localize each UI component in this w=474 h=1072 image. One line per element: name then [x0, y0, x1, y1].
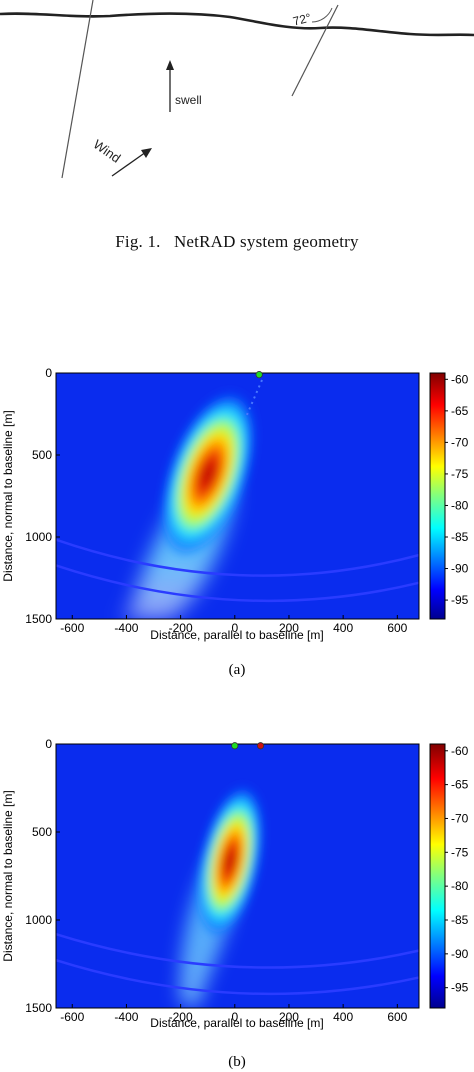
angle-label: 72° [292, 10, 313, 28]
x-tick-label: -400 [114, 1010, 138, 1024]
y-tick-label: 1000 [25, 530, 52, 544]
range-ring-outer [56, 958, 419, 996]
heatmap-plot-b: -600 -400 -200 0 200 400 600 0 500 1000 1500 Dist… [1, 737, 469, 1070]
y-tick-labels: 0 500 1000 1500 [25, 737, 60, 1015]
x-tick-label: -200 [169, 621, 193, 635]
heatmap-field [56, 379, 419, 619]
y-tick-label: 500 [32, 448, 52, 462]
wind-label: Wind [91, 136, 124, 165]
x-tick-label: -200 [169, 1010, 193, 1024]
x-tick-label: 400 [333, 1010, 353, 1024]
y-axis-label: Distance, normal to baseline [m] [1, 410, 15, 581]
beam-trace [245, 379, 263, 418]
y-tick-label: 1500 [25, 1001, 52, 1015]
colorbar-tick-label: -60 [451, 744, 469, 758]
x-tick-label: 200 [279, 1010, 299, 1024]
colorbar-tick-label: -90 [451, 947, 469, 961]
colorbar-tick-label: -95 [451, 593, 469, 607]
x-tick-label: 600 [387, 1010, 407, 1024]
colorbar-tick-label: -80 [451, 879, 469, 893]
markers [255, 371, 263, 379]
x-tick-label: -600 [60, 1010, 84, 1024]
x-tick-label: 0 [231, 621, 238, 635]
markers [231, 742, 265, 750]
figure-1-caption: Fig. 1. NetRAD system geometry [115, 232, 359, 251]
y-tick-label: 0 [45, 737, 52, 751]
colorbar-tick-label: -65 [451, 404, 469, 418]
heatmap-hotspot [159, 390, 257, 558]
heatmap-field [56, 784, 419, 1008]
radar-node-marker [255, 371, 263, 379]
colorbar-tick-label: -85 [451, 913, 469, 927]
x-axis-label: Distance, parallel to baseline [m] [150, 1016, 323, 1030]
range-ring-inner [56, 538, 419, 577]
x-axis-label: Distance, parallel to baseline [m] [150, 628, 323, 642]
range-ring-outer [56, 564, 419, 603]
range-ring-inner [56, 932, 419, 969]
radar-node-marker [231, 742, 239, 750]
wind-arrow [111, 151, 147, 177]
heatmap-plot-a: -600 -400 -200 0 200 400 600 0 500 1000 1500 Dist… [1, 366, 469, 678]
x-tick-label: 600 [387, 621, 407, 635]
colorbar-tick-label: -60 [451, 372, 469, 386]
x-tick-label: 200 [279, 621, 299, 635]
y-tick-label: 0 [45, 366, 52, 380]
heatmap-hotspot [196, 784, 264, 938]
colorbar-tick-label: -85 [451, 530, 469, 544]
colorbar-tick-label: -70 [451, 435, 469, 449]
y-axis-label: Distance, normal to baseline [m] [1, 790, 15, 961]
angle-arc [311, 7, 333, 23]
x-tick-label: 0 [231, 1010, 238, 1024]
colorbar-tick-label: -75 [451, 467, 469, 481]
subfigure-label-b: (b) [228, 1054, 246, 1070]
swell-arrowhead [166, 60, 174, 70]
y-tick-label: 500 [32, 825, 52, 839]
x-tick-label: 400 [333, 621, 353, 635]
radar-beam-left [61, 0, 94, 179]
subfigure-label-a: (a) [229, 662, 246, 678]
colorbar-tick-label: -90 [451, 562, 469, 576]
swell-label: swell [175, 93, 202, 107]
colorbar-tick-label: -95 [451, 981, 469, 995]
y-tick-label: 1500 [25, 612, 52, 626]
colorbar-tick-label: -75 [451, 845, 469, 859]
x-tick-label: -400 [114, 621, 138, 635]
coastline [0, 12, 474, 37]
colorbar [429, 372, 446, 620]
colorbar-tick-label: -80 [451, 498, 469, 512]
y-tick-label: 1000 [25, 913, 52, 927]
colorbar [429, 743, 446, 1009]
x-tick-label: -600 [60, 621, 84, 635]
colorbar-tick-labels: -60 -65 -70 -75 -80 -85 -90 -95 [445, 372, 469, 607]
wind-arrowhead [141, 148, 152, 158]
colorbar-tick-label: -65 [451, 778, 469, 792]
x-tick-labels: -600 -400 -200 0 200 400 600 [60, 1004, 408, 1024]
radar-beam-right [291, 4, 339, 97]
y-tick-labels: 0 500 1000 1500 [25, 366, 60, 626]
x-tick-labels: -600 -400 -200 0 200 400 600 [60, 615, 408, 635]
system-geometry-sketch: 72° swell Wind [0, 0, 474, 179]
colorbar-tick-label: -70 [451, 811, 469, 825]
radar-node-marker [256, 742, 265, 750]
colorbar-tick-labels: -60 -65 -70 -75 -80 -85 -90 -95 [445, 744, 469, 995]
